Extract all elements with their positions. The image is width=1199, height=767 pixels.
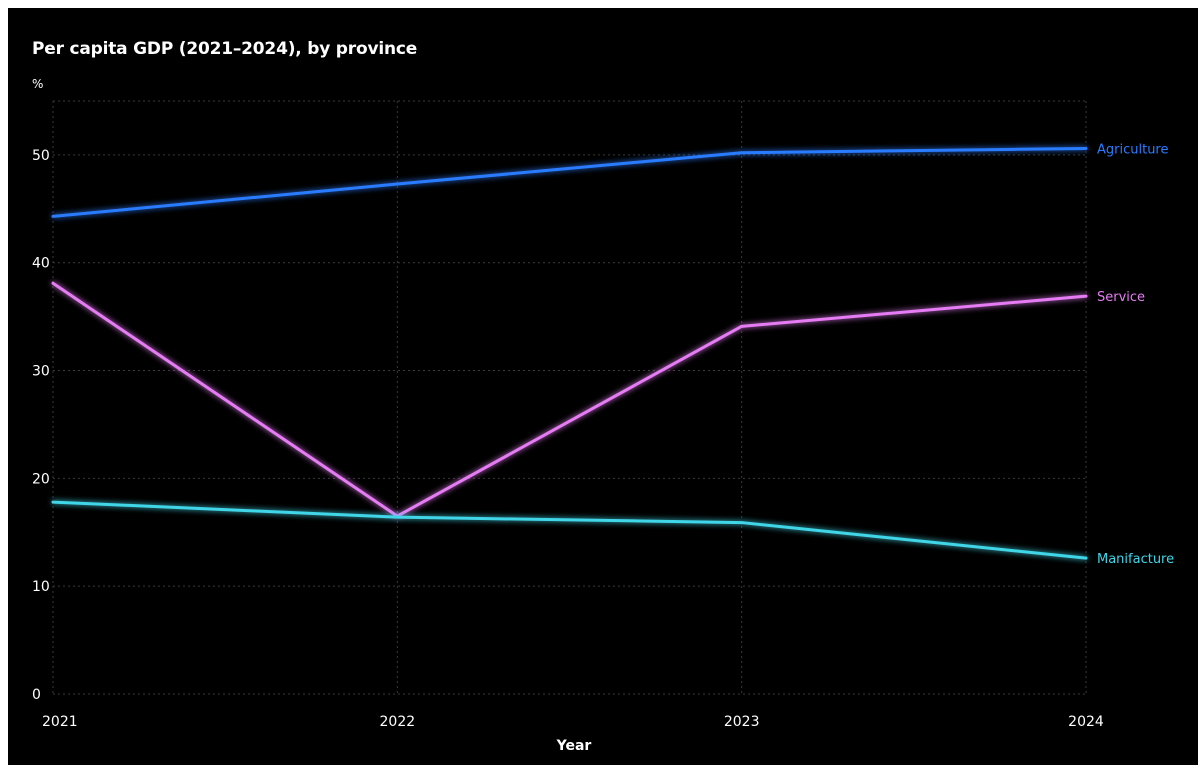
x-tick-label: 2021 <box>42 714 78 730</box>
chart-title: Per capita GDP (2021–2024), by province <box>32 39 418 59</box>
data-point-agriculture <box>740 151 743 154</box>
y-tick-label: 30 <box>32 364 50 380</box>
gridlines <box>52 100 1087 695</box>
x-tick-label: 2023 <box>724 714 760 730</box>
x-axis-title: Year <box>556 738 592 754</box>
x-tick-label: 2022 <box>380 714 416 730</box>
line-chart: % Year 0 10 20 30 40 50 2021 2022 2023 2024 Agric… <box>32 77 1174 754</box>
series-line-manifacture <box>51 500 1088 560</box>
y-tick-label: 0 <box>32 687 41 703</box>
series-label-agriculture: Agriculture <box>1097 142 1169 157</box>
data-point-agriculture <box>396 182 399 186</box>
data-point-agriculture <box>51 215 55 218</box>
data-point-service <box>51 282 55 285</box>
series-line-service <box>51 281 1088 518</box>
y-tick-label: 40 <box>32 256 50 272</box>
y-tick-label: 20 <box>32 471 50 487</box>
series-line-agriculture <box>51 146 1088 218</box>
series-label-service: Service <box>1097 290 1145 305</box>
data-point-agriculture <box>1084 147 1088 150</box>
chart-container: Per capita GDP (2021–2024), by province … <box>8 8 1198 765</box>
y-tick-label: 50 <box>32 148 50 164</box>
data-point-manifacture <box>396 515 399 519</box>
data-point-service <box>1084 294 1088 298</box>
series-label-manifacture: Manifacture <box>1097 552 1174 567</box>
data-point-manifacture <box>51 500 55 504</box>
x-tick-label: 2024 <box>1068 714 1104 730</box>
series-lines <box>51 146 1088 560</box>
axes: % Year 0 10 20 30 40 50 2021 2022 2023 2024 <box>32 77 1104 754</box>
y-tick-label: 10 <box>32 579 50 595</box>
data-point-manifacture <box>740 521 743 524</box>
data-point-manifacture <box>1084 556 1088 560</box>
data-point-service <box>740 325 743 328</box>
series-labels: Agriculture Service Manifacture <box>1097 142 1174 567</box>
y-axis-unit: % <box>32 77 43 91</box>
